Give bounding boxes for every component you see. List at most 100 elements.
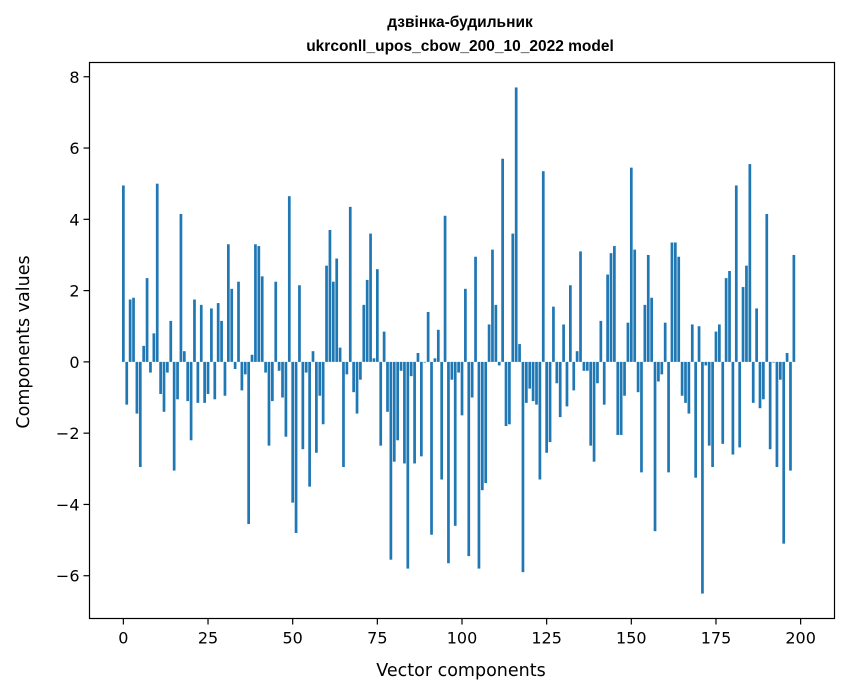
bar [166, 361, 169, 373]
bar [375, 269, 379, 362]
bar [243, 361, 247, 375]
bar [423, 361, 427, 363]
bar [189, 361, 193, 441]
bar [599, 320, 603, 362]
bar [149, 361, 152, 373]
bar [440, 361, 444, 480]
bar [291, 361, 295, 503]
bar [409, 361, 413, 377]
bar [321, 361, 325, 425]
bar [762, 361, 765, 400]
bar [497, 361, 501, 366]
bar [331, 281, 335, 362]
bar [433, 358, 437, 362]
bar [413, 361, 416, 464]
bar [155, 183, 159, 362]
bar [636, 361, 640, 393]
bar [257, 246, 261, 362]
bar [751, 361, 755, 403]
bar [382, 331, 386, 362]
bar [704, 361, 708, 366]
bar [626, 322, 630, 362]
bar [169, 320, 173, 362]
bar [416, 352, 420, 362]
y-tick-label: −2 [56, 424, 80, 443]
bar [403, 361, 406, 464]
y-tick-label: 0 [69, 353, 79, 372]
bar [602, 361, 606, 405]
bar [264, 361, 267, 373]
bar [267, 361, 271, 446]
bar [721, 361, 725, 444]
y-tick-label: −4 [56, 495, 80, 514]
bar [572, 361, 576, 391]
bar [311, 351, 315, 362]
bar [338, 347, 342, 362]
bar [122, 185, 125, 362]
bar [237, 281, 240, 362]
bar [352, 361, 355, 393]
bar [579, 251, 582, 362]
bar [514, 87, 518, 362]
bar [453, 361, 457, 526]
bar [186, 361, 190, 402]
bar [701, 361, 704, 594]
bar [399, 361, 403, 371]
chart-title-line2: ukrconll_upos_cbow_200_10_2022 model [306, 38, 614, 55]
bar [162, 361, 166, 412]
bar [355, 361, 359, 414]
bar [389, 361, 393, 560]
bar [555, 361, 559, 384]
bar [271, 361, 274, 402]
y-tick-label: 2 [69, 282, 79, 301]
bar [501, 158, 504, 362]
bar [179, 213, 183, 362]
bar [365, 279, 369, 362]
bar [369, 233, 372, 362]
bar [199, 304, 203, 362]
bar [301, 361, 305, 450]
bar [284, 361, 288, 437]
bar [247, 361, 251, 525]
bar [697, 326, 701, 362]
bar [585, 361, 589, 371]
x-tick-label: 25 [198, 629, 218, 648]
bar [152, 333, 156, 362]
bar [487, 324, 491, 362]
bar [372, 358, 376, 362]
bar [582, 361, 586, 371]
bar [464, 288, 467, 362]
bar [396, 361, 400, 441]
bar [182, 351, 186, 362]
bar [125, 361, 129, 405]
bar [524, 361, 528, 403]
bar [172, 361, 176, 471]
bar [359, 361, 362, 380]
bar [623, 361, 626, 396]
bar [606, 274, 609, 362]
bar [328, 230, 332, 362]
bar [467, 361, 471, 557]
x-tick-label: 0 [118, 629, 128, 648]
bar [718, 324, 721, 362]
bar [203, 361, 206, 403]
bar [558, 361, 562, 418]
bar [745, 265, 748, 362]
bar [287, 196, 291, 362]
bar [569, 285, 572, 362]
bar [426, 311, 430, 362]
bar [294, 361, 298, 533]
x-tick-label: 200 [785, 629, 816, 648]
bar [240, 361, 244, 391]
bar [609, 253, 613, 362]
bar [484, 361, 488, 484]
bar [518, 344, 521, 362]
x-tick-label: 50 [283, 629, 303, 648]
bar [325, 265, 328, 362]
bar [531, 361, 535, 402]
bar [494, 304, 498, 362]
bar [138, 361, 142, 468]
bar [768, 361, 772, 450]
bar [657, 361, 660, 382]
